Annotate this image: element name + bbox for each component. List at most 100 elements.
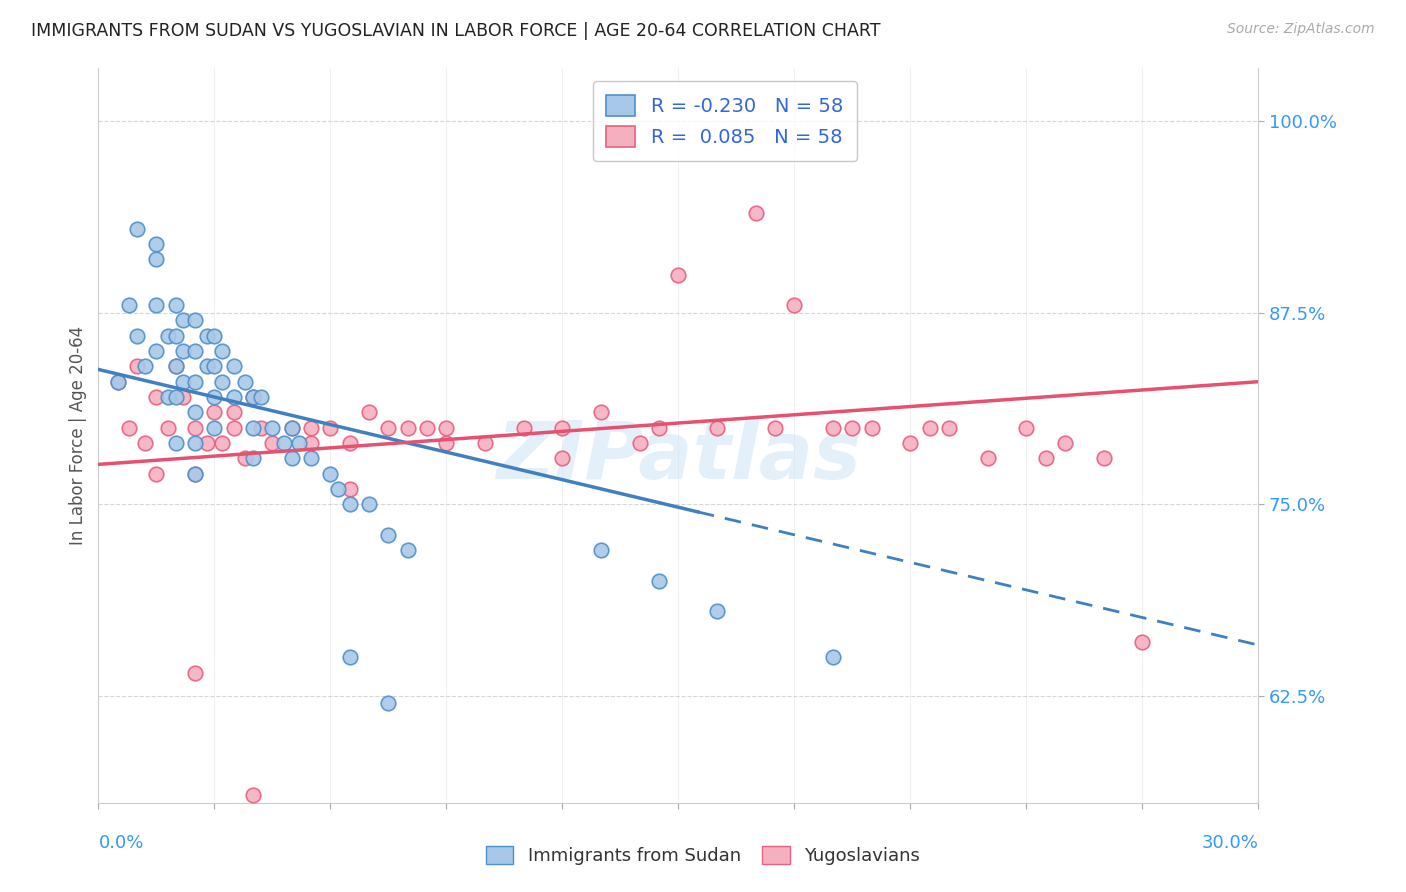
Point (339, 436, 361, 450)
Point (281, 420, 304, 434)
Point (222, 420, 245, 434)
Point (242, 451, 264, 466)
Point (706, 420, 728, 434)
Point (299, 436, 322, 450)
Point (339, 482, 361, 496)
Point (118, 298, 141, 312)
Point (145, 467, 167, 481)
Point (242, 788, 264, 802)
Point (821, 420, 844, 434)
Point (184, 467, 207, 481)
Point (474, 436, 496, 450)
Point (195, 328, 218, 343)
Point (1092, 451, 1115, 466)
Point (165, 436, 187, 450)
Point (273, 436, 295, 450)
Point (288, 436, 311, 450)
Text: ZIPatlas: ZIPatlas (496, 418, 860, 496)
Point (281, 451, 304, 466)
Point (250, 420, 273, 434)
Point (172, 375, 194, 389)
Point (416, 420, 439, 434)
Point (377, 528, 399, 542)
Point (783, 298, 806, 312)
Point (165, 359, 187, 374)
Point (172, 390, 194, 404)
Point (763, 420, 786, 434)
Point (222, 390, 245, 404)
Point (1132, 635, 1154, 649)
Point (706, 604, 728, 618)
Point (648, 420, 671, 434)
Point (204, 420, 226, 434)
Point (145, 252, 167, 267)
Point (860, 420, 883, 434)
Point (184, 436, 207, 450)
Point (222, 359, 245, 374)
Point (157, 390, 180, 404)
Point (165, 298, 187, 312)
Y-axis label: In Labor Force | Age 20-64: In Labor Force | Age 20-64 (69, 326, 87, 545)
Point (591, 543, 613, 558)
Point (250, 390, 273, 404)
Point (134, 359, 156, 374)
Point (145, 344, 167, 359)
Point (513, 420, 536, 434)
Point (745, 206, 768, 220)
Text: IMMIGRANTS FROM SUDAN VS YUGOSLAVIAN IN LABOR FORCE | AGE 20-64 CORRELATION CHAR: IMMIGRANTS FROM SUDAN VS YUGOSLAVIAN IN … (31, 22, 880, 40)
Point (666, 268, 689, 282)
Point (184, 420, 207, 434)
Point (145, 298, 167, 312)
Point (172, 313, 194, 327)
Point (242, 390, 264, 404)
Point (204, 328, 226, 343)
Point (157, 420, 180, 434)
Point (107, 375, 129, 389)
Point (204, 405, 226, 419)
Point (145, 236, 167, 251)
Point (326, 482, 350, 496)
Legend: Immigrants from Sudan, Yugoslavians: Immigrants from Sudan, Yugoslavians (479, 838, 927, 872)
Point (900, 436, 922, 450)
Point (118, 420, 141, 434)
Text: 0.0%: 0.0% (98, 834, 143, 852)
Point (628, 436, 651, 450)
Point (127, 328, 149, 343)
Point (165, 359, 187, 374)
Point (551, 451, 574, 466)
Point (299, 451, 322, 466)
Point (157, 328, 180, 343)
Legend: R = -0.230   N = 58, R =  0.085   N = 58: R = -0.230 N = 58, R = 0.085 N = 58 (593, 81, 856, 161)
Point (319, 467, 342, 481)
Point (235, 375, 257, 389)
Point (396, 420, 419, 434)
Point (204, 390, 226, 404)
Point (172, 344, 194, 359)
Point (134, 436, 156, 450)
Point (436, 420, 458, 434)
Point (145, 390, 167, 404)
Point (184, 375, 207, 389)
Point (918, 420, 941, 434)
Text: 30.0%: 30.0% (1202, 834, 1258, 852)
Point (359, 405, 381, 419)
Point (204, 359, 226, 374)
Point (841, 420, 863, 434)
Point (359, 497, 381, 511)
Point (1035, 451, 1057, 466)
Point (339, 497, 361, 511)
Point (222, 405, 245, 419)
Point (195, 436, 218, 450)
Point (165, 390, 187, 404)
Point (127, 221, 149, 235)
Point (299, 420, 322, 434)
Point (339, 650, 361, 665)
Point (184, 344, 207, 359)
Point (648, 574, 671, 588)
Point (242, 390, 264, 404)
Point (436, 436, 458, 450)
Point (551, 420, 574, 434)
Text: Source: ZipAtlas.com: Source: ZipAtlas.com (1227, 22, 1375, 37)
Point (235, 451, 257, 466)
Point (396, 543, 419, 558)
